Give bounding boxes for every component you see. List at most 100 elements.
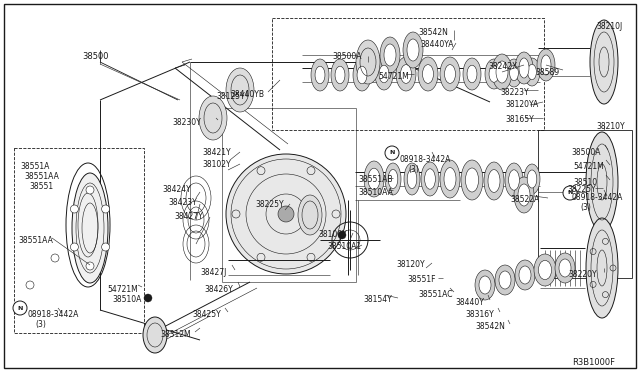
Text: 38440YA: 38440YA — [420, 40, 454, 49]
Text: 38510: 38510 — [573, 178, 597, 187]
Ellipse shape — [586, 218, 618, 318]
Text: 38427Y: 38427Y — [174, 212, 203, 221]
Ellipse shape — [515, 52, 533, 84]
Text: 38542N: 38542N — [475, 322, 505, 331]
Text: 38242X: 38242X — [488, 62, 517, 71]
Text: 38500A: 38500A — [571, 148, 600, 157]
Text: 38225Y: 38225Y — [255, 200, 284, 209]
Ellipse shape — [514, 177, 534, 213]
Text: 54721M: 54721M — [378, 72, 409, 81]
Text: (3): (3) — [35, 320, 46, 329]
Text: R3B1000F: R3B1000F — [572, 358, 615, 367]
Circle shape — [563, 186, 577, 200]
Ellipse shape — [489, 66, 499, 82]
Ellipse shape — [559, 259, 571, 277]
Text: 38210J: 38210J — [596, 22, 622, 31]
Circle shape — [13, 301, 27, 315]
Text: 38154Y: 38154Y — [363, 295, 392, 304]
Ellipse shape — [496, 61, 508, 83]
Text: 38500: 38500 — [82, 52, 109, 61]
Ellipse shape — [440, 160, 460, 198]
Ellipse shape — [488, 170, 500, 192]
Ellipse shape — [505, 163, 523, 197]
Circle shape — [51, 254, 59, 262]
Ellipse shape — [515, 260, 535, 290]
Ellipse shape — [463, 58, 481, 90]
Ellipse shape — [396, 57, 416, 91]
Text: 54721M: 54721M — [107, 285, 138, 294]
Circle shape — [278, 206, 294, 222]
Text: 38425Y: 38425Y — [192, 310, 221, 319]
Circle shape — [26, 281, 34, 289]
Circle shape — [102, 243, 109, 251]
Circle shape — [338, 231, 346, 239]
Ellipse shape — [143, 317, 167, 353]
Ellipse shape — [298, 195, 322, 235]
Ellipse shape — [331, 59, 349, 91]
Circle shape — [86, 186, 94, 194]
Text: 38423Y: 38423Y — [168, 198, 196, 207]
Text: 38551AC: 38551AC — [418, 290, 452, 299]
Text: 38589: 38589 — [535, 68, 559, 77]
Text: 38223Y: 38223Y — [500, 88, 529, 97]
Text: 38120Y: 38120Y — [396, 260, 424, 269]
Text: (3): (3) — [408, 165, 419, 174]
Ellipse shape — [422, 65, 433, 83]
Ellipse shape — [403, 32, 423, 68]
Ellipse shape — [461, 160, 483, 200]
Text: 38225Y: 38225Y — [567, 185, 596, 194]
Ellipse shape — [485, 59, 503, 89]
Ellipse shape — [499, 271, 511, 289]
Ellipse shape — [524, 58, 540, 86]
Ellipse shape — [440, 57, 460, 91]
Text: 38102Y: 38102Y — [202, 160, 230, 169]
Ellipse shape — [364, 161, 384, 197]
Text: 38551AA: 38551AA — [18, 236, 53, 245]
Circle shape — [70, 205, 79, 213]
Ellipse shape — [537, 49, 555, 81]
Ellipse shape — [538, 260, 552, 280]
Ellipse shape — [357, 66, 367, 84]
Ellipse shape — [445, 65, 456, 83]
Ellipse shape — [444, 168, 456, 190]
Ellipse shape — [418, 57, 438, 91]
Ellipse shape — [519, 266, 531, 284]
Ellipse shape — [353, 59, 371, 91]
Text: 38426Y: 38426Y — [204, 285, 233, 294]
Text: 38551AA: 38551AA — [24, 172, 59, 181]
Ellipse shape — [424, 169, 435, 189]
Ellipse shape — [385, 163, 401, 195]
Text: 38220Y: 38220Y — [568, 270, 596, 279]
Text: 38312M: 38312M — [160, 330, 191, 339]
Circle shape — [144, 294, 152, 302]
Text: 38421Y: 38421Y — [202, 148, 230, 157]
Ellipse shape — [407, 39, 419, 61]
Text: 54721M: 54721M — [573, 162, 604, 171]
Circle shape — [86, 262, 94, 270]
Text: 38510AA: 38510AA — [358, 188, 393, 197]
Ellipse shape — [506, 59, 522, 87]
Ellipse shape — [407, 169, 417, 189]
Ellipse shape — [509, 170, 520, 190]
Text: N: N — [17, 305, 22, 311]
Text: 38100Y: 38100Y — [318, 230, 347, 239]
Ellipse shape — [509, 65, 518, 81]
Ellipse shape — [467, 65, 477, 83]
Ellipse shape — [379, 65, 389, 83]
Ellipse shape — [527, 64, 536, 80]
Text: 38522A: 38522A — [510, 195, 540, 204]
Ellipse shape — [541, 55, 551, 75]
Text: N: N — [567, 190, 573, 196]
Text: N: N — [389, 151, 395, 155]
Ellipse shape — [226, 68, 254, 112]
Ellipse shape — [519, 58, 529, 78]
Text: 38120YA: 38120YA — [505, 100, 538, 109]
Ellipse shape — [492, 54, 512, 90]
Text: 38165Y: 38165Y — [505, 115, 534, 124]
Ellipse shape — [524, 164, 540, 194]
Ellipse shape — [199, 96, 227, 140]
Ellipse shape — [356, 40, 380, 84]
Text: 38125Y: 38125Y — [216, 92, 244, 101]
Circle shape — [70, 243, 79, 251]
Ellipse shape — [484, 162, 504, 200]
